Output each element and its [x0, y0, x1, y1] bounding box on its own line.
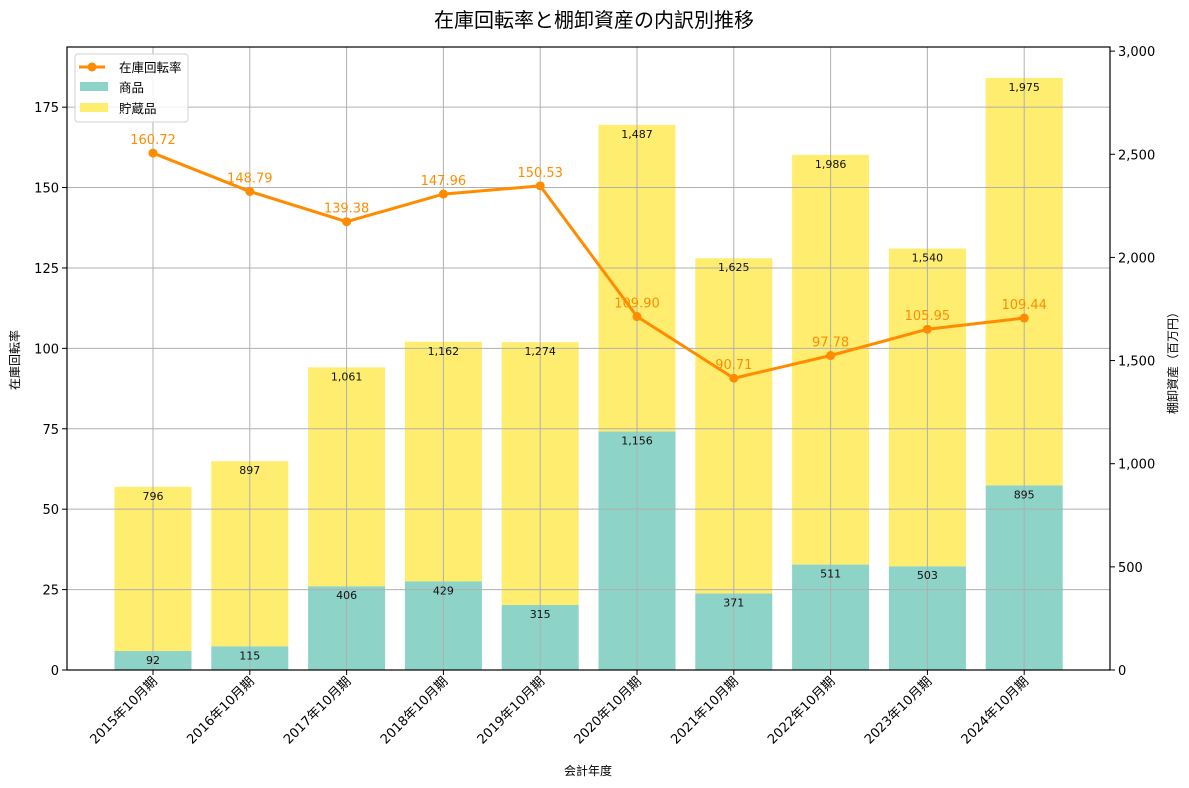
line-marker: [826, 351, 836, 361]
legend: 在庫回転率 商品 貯蔵品: [74, 53, 189, 123]
line-marker: [632, 312, 642, 322]
line-value-label: 97.78: [812, 336, 849, 351]
x-tick: 2016年10月期: [184, 674, 257, 747]
legend-label-turnover: 在庫回転率: [119, 60, 182, 75]
legend-label-goods: 商品: [119, 80, 144, 95]
line-value-label: 147.96: [421, 174, 467, 189]
bar-label-goods: 503: [917, 569, 938, 582]
line-marker: [1019, 313, 1029, 323]
bar-label-supplies: 1,975: [1008, 81, 1040, 94]
line-marker: [245, 186, 255, 196]
line-value-label: 109.44: [1001, 298, 1047, 313]
bar-label-goods: 371: [723, 596, 744, 609]
x-tick: 2019年10月期: [475, 674, 548, 747]
line-marker: [342, 217, 352, 227]
x-tick: 2021年10月期: [668, 674, 741, 747]
y-tick-left: 50: [42, 503, 59, 518]
line-value-label: 148.79: [227, 171, 273, 186]
bar-label-goods: 315: [530, 608, 551, 621]
line-marker: [922, 324, 932, 334]
x-tick: 2022年10月期: [765, 674, 838, 747]
grid: [67, 47, 1110, 670]
bar-label-supplies: 1,540: [912, 252, 944, 265]
chart-title: 在庫回転率と棚卸資産の内訳別推移: [434, 8, 754, 32]
x-axis-label: 会計年度: [564, 763, 612, 778]
line-marker: [535, 181, 545, 191]
y-tick-right: 2,500: [1118, 148, 1155, 163]
y-tick-right: 1,000: [1118, 458, 1155, 473]
bar-label-supplies: 1,625: [718, 261, 750, 274]
turnover-line: 160.72 148.79 139.38 147.96 150.53 109.90 90.7…: [130, 133, 1047, 383]
x-tick: 2020年10月期: [572, 674, 645, 747]
bar-label-supplies: 1,162: [428, 345, 460, 358]
y-tick-right: 500: [1118, 561, 1143, 576]
line-value-label: 150.53: [517, 166, 563, 181]
line-marker: [729, 373, 739, 383]
x-tick: 2015年10月期: [88, 674, 161, 747]
legend-swatch-supplies: [80, 103, 108, 112]
bar-label-goods: 429: [433, 585, 454, 598]
line-value-label: 105.95: [905, 309, 951, 324]
bar-label-goods: 92: [146, 654, 160, 667]
bar-label-supplies: 897: [239, 464, 260, 477]
y-tick-right: 0: [1118, 664, 1126, 679]
y-tick-right: 2,000: [1118, 251, 1155, 266]
y-axis-label-right: 棚卸資産（百万円）: [1165, 306, 1180, 414]
legend-marker-icon: [87, 62, 97, 72]
legend-label-supplies: 貯蔵品: [119, 101, 157, 116]
bar-label-supplies: 1,274: [524, 345, 556, 358]
bar-label-goods: 511: [820, 568, 841, 581]
bar-label-goods: 895: [1014, 488, 1035, 501]
y-axis-label-left: 在庫回転率: [7, 330, 22, 390]
y-tick-left: 125: [34, 262, 59, 277]
y-tick-left: 175: [34, 101, 59, 116]
y-tick-left: 0: [51, 664, 59, 679]
y-tick-left: 150: [34, 182, 59, 197]
bar-label-supplies: 796: [143, 490, 164, 503]
line-value-label: 160.72: [130, 133, 176, 148]
y-tick-left: 75: [42, 423, 59, 438]
x-tick: 2024年10月期: [959, 674, 1032, 747]
y-tick-left: 100: [34, 342, 59, 357]
x-tick: 2017年10月期: [281, 674, 354, 747]
line-value-label: 139.38: [324, 202, 370, 217]
y-tick-right: 3,000: [1118, 45, 1155, 60]
x-tick: 2018年10月期: [378, 674, 451, 747]
y-tick-right: 1,500: [1118, 355, 1155, 370]
bar-label-goods: 115: [239, 649, 260, 662]
bar-label-supplies: 1,061: [331, 370, 363, 383]
bar-label-supplies: 1,487: [621, 128, 653, 141]
x-tick: 2023年10月期: [862, 674, 935, 747]
y-tick-left: 25: [42, 584, 59, 599]
line-marker: [438, 189, 448, 199]
bar-label-goods: 406: [336, 589, 357, 602]
legend-swatch-goods: [80, 82, 108, 91]
line-value-label: 109.90: [614, 297, 660, 312]
line-value-label: 90.71: [715, 358, 752, 373]
bar-label-goods: 1,156: [621, 435, 653, 448]
bar-label-supplies: 1,986: [815, 158, 847, 171]
line-marker: [148, 148, 158, 158]
